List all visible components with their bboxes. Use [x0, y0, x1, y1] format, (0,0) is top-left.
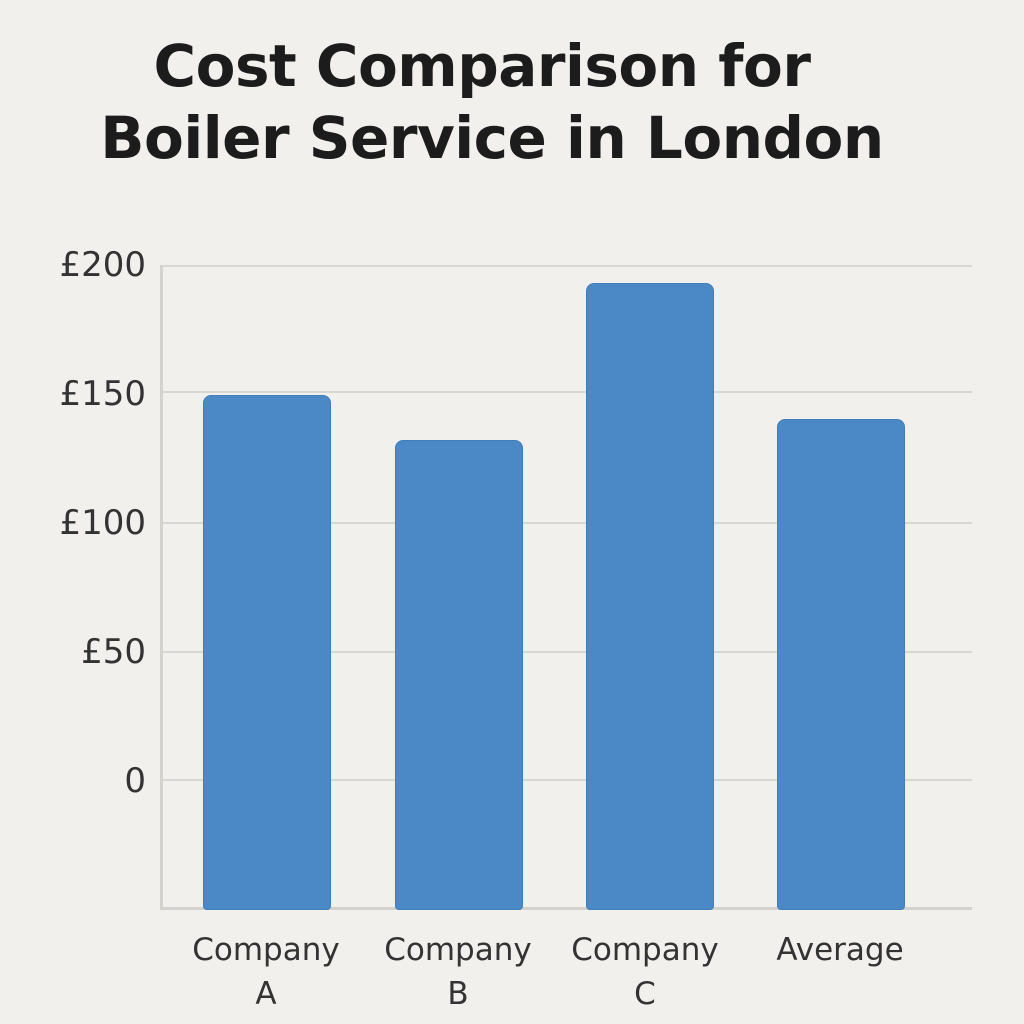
chart-title-line-1: Cost Comparison for: [153, 32, 811, 100]
gridline-200: [160, 265, 972, 267]
x-label-average: Average: [745, 928, 935, 972]
x-label-company-b: Company B: [363, 928, 553, 1016]
x-label-line: C: [634, 976, 656, 1012]
chart-title-line-2: Boiler Service in London: [100, 104, 884, 172]
x-label-company-c: Company C: [550, 928, 740, 1016]
plot-area: [160, 265, 972, 910]
x-label-line: B: [447, 976, 469, 1012]
gridline-100: [160, 522, 972, 524]
y-tick-150: £150: [59, 374, 146, 414]
bar-average: [777, 419, 905, 910]
y-tick-0: 0: [124, 761, 146, 801]
x-label-line: Company: [192, 932, 340, 968]
gridline-150: [160, 391, 972, 393]
bar-company-a: [203, 395, 331, 910]
y-axis-line: [160, 265, 163, 910]
gridline-50: [160, 651, 972, 653]
x-label-line: A: [255, 976, 277, 1012]
chart-title: Cost Comparison for Boiler Service in Lo…: [0, 30, 1024, 174]
y-tick-50: £50: [81, 632, 146, 672]
x-axis-line: [160, 907, 972, 910]
x-label-line: Average: [776, 932, 904, 968]
gridline-0: [160, 779, 972, 781]
x-label-line: Company: [384, 932, 532, 968]
x-label-company-a: Company A: [171, 928, 361, 1016]
y-tick-200: £200: [59, 245, 146, 285]
y-tick-100: £100: [59, 503, 146, 543]
bar-company-b: [395, 440, 523, 910]
bar-company-c: [586, 283, 714, 910]
x-label-line: Company: [571, 932, 719, 968]
